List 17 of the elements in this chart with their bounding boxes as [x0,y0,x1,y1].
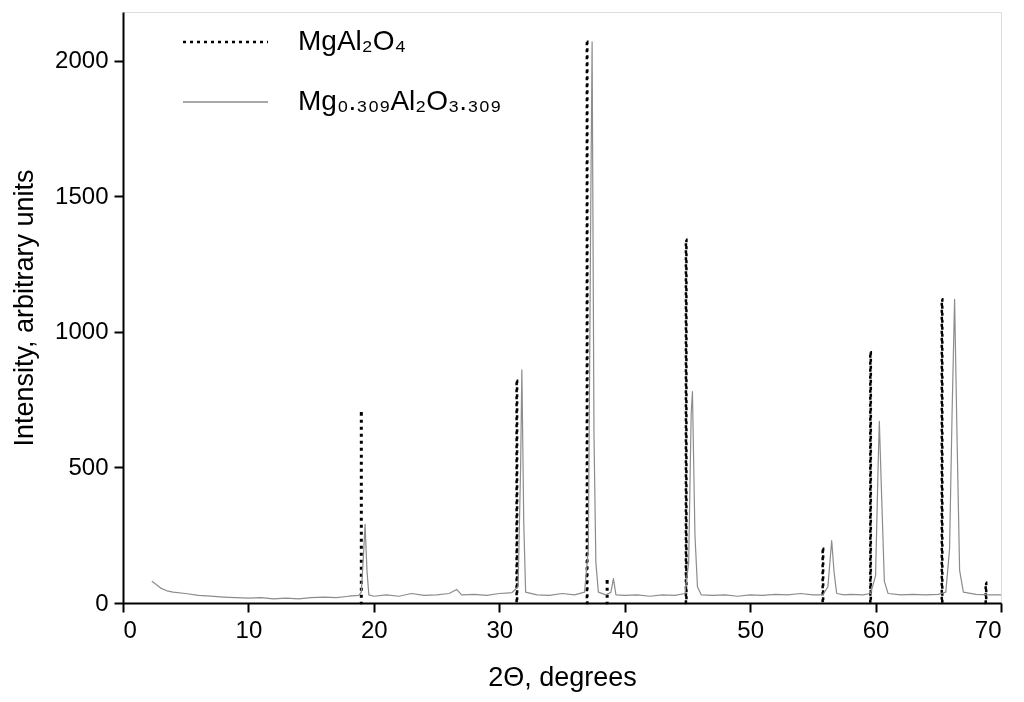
legend-label: MgAl₂O₄ [298,25,406,56]
x-axis-title: 2Θ, degrees [488,661,637,692]
y-tick-label: 1500 [55,181,109,209]
x-tick-label: 0 [123,615,137,643]
y-axis-title: Intensity, arbitrary units [9,169,40,447]
x-tick-label: 70 [974,615,1002,643]
x-tick-label: 50 [737,615,764,643]
legend-label: Mg₀.₃₀₉Al₂O₃.₃₀₉ [298,85,502,116]
x-tick-label: 30 [486,615,514,643]
x-tick-label: 60 [862,615,890,643]
y-tick-label: 0 [95,588,109,616]
y-tick-label: 1000 [55,317,109,345]
y-tick-label: 500 [68,452,109,480]
x-tick-label: 40 [611,615,639,643]
x-tick-label: 10 [235,615,263,643]
y-tick-label: 2000 [55,46,109,74]
x-tick-label: 20 [361,615,388,643]
